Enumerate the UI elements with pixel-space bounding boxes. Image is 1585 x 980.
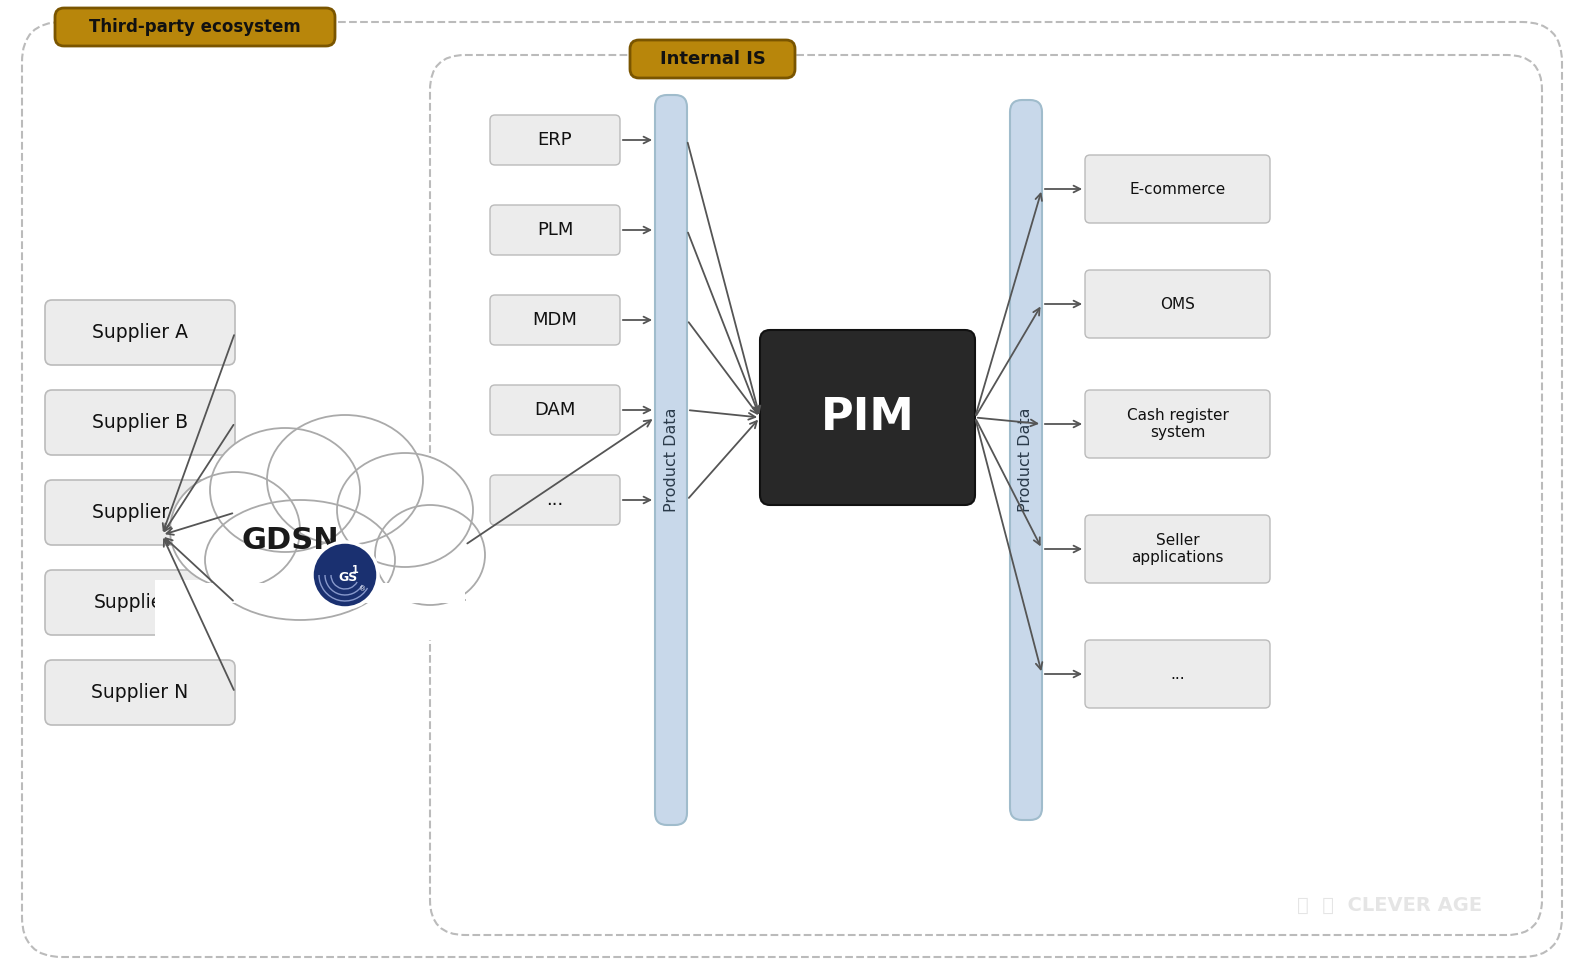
FancyBboxPatch shape: [629, 40, 796, 78]
Text: Supplier B: Supplier B: [92, 413, 189, 432]
Text: GS: GS: [338, 570, 358, 583]
FancyBboxPatch shape: [55, 8, 334, 46]
Text: Third-party ecosystem: Third-party ecosystem: [89, 18, 301, 36]
Text: Supplier C: Supplier C: [92, 503, 189, 522]
Text: OMS: OMS: [1160, 297, 1195, 312]
Circle shape: [312, 542, 377, 608]
Ellipse shape: [376, 505, 485, 605]
FancyBboxPatch shape: [1086, 270, 1270, 338]
Text: Cash register
system: Cash register system: [1127, 408, 1228, 440]
FancyBboxPatch shape: [655, 95, 686, 825]
FancyBboxPatch shape: [44, 480, 235, 545]
Text: 🐾  🦋  CLEVER AGE: 🐾 🦋 CLEVER AGE: [1298, 896, 1482, 914]
FancyBboxPatch shape: [1086, 390, 1270, 458]
Bar: [155, 580, 464, 640]
Text: 1: 1: [352, 565, 358, 575]
Text: Product Data: Product Data: [664, 408, 678, 513]
FancyBboxPatch shape: [1086, 155, 1270, 223]
Ellipse shape: [266, 415, 423, 545]
FancyBboxPatch shape: [44, 660, 235, 725]
Text: E-commerce: E-commerce: [1130, 181, 1225, 197]
Text: Seller
applications: Seller applications: [1132, 533, 1224, 565]
Text: PLM: PLM: [537, 221, 574, 239]
Ellipse shape: [170, 472, 300, 588]
Text: ...: ...: [1170, 666, 1186, 681]
Text: Supplier...: Supplier...: [94, 593, 187, 612]
Text: PIM: PIM: [821, 396, 915, 439]
Ellipse shape: [209, 428, 360, 552]
FancyBboxPatch shape: [44, 300, 235, 365]
Text: Internal IS: Internal IS: [659, 50, 766, 68]
FancyBboxPatch shape: [1010, 100, 1041, 820]
Text: GDSN: GDSN: [241, 525, 339, 555]
FancyBboxPatch shape: [1086, 640, 1270, 708]
Text: MDM: MDM: [533, 311, 577, 329]
Bar: [155, 583, 464, 603]
Text: Supplier A: Supplier A: [92, 323, 189, 342]
Text: ®: ®: [360, 586, 366, 592]
Ellipse shape: [338, 453, 472, 567]
Text: Product Data: Product Data: [1019, 408, 1033, 513]
FancyBboxPatch shape: [1086, 515, 1270, 583]
FancyBboxPatch shape: [44, 570, 235, 635]
Ellipse shape: [204, 500, 395, 620]
Text: DAM: DAM: [534, 401, 575, 419]
FancyBboxPatch shape: [44, 390, 235, 455]
Text: Supplier N: Supplier N: [92, 683, 189, 702]
FancyBboxPatch shape: [490, 385, 620, 435]
Text: ERP: ERP: [537, 131, 572, 149]
FancyBboxPatch shape: [490, 295, 620, 345]
FancyBboxPatch shape: [490, 205, 620, 255]
FancyBboxPatch shape: [490, 475, 620, 525]
Text: ...: ...: [547, 491, 564, 509]
FancyBboxPatch shape: [490, 115, 620, 165]
FancyBboxPatch shape: [759, 330, 975, 505]
